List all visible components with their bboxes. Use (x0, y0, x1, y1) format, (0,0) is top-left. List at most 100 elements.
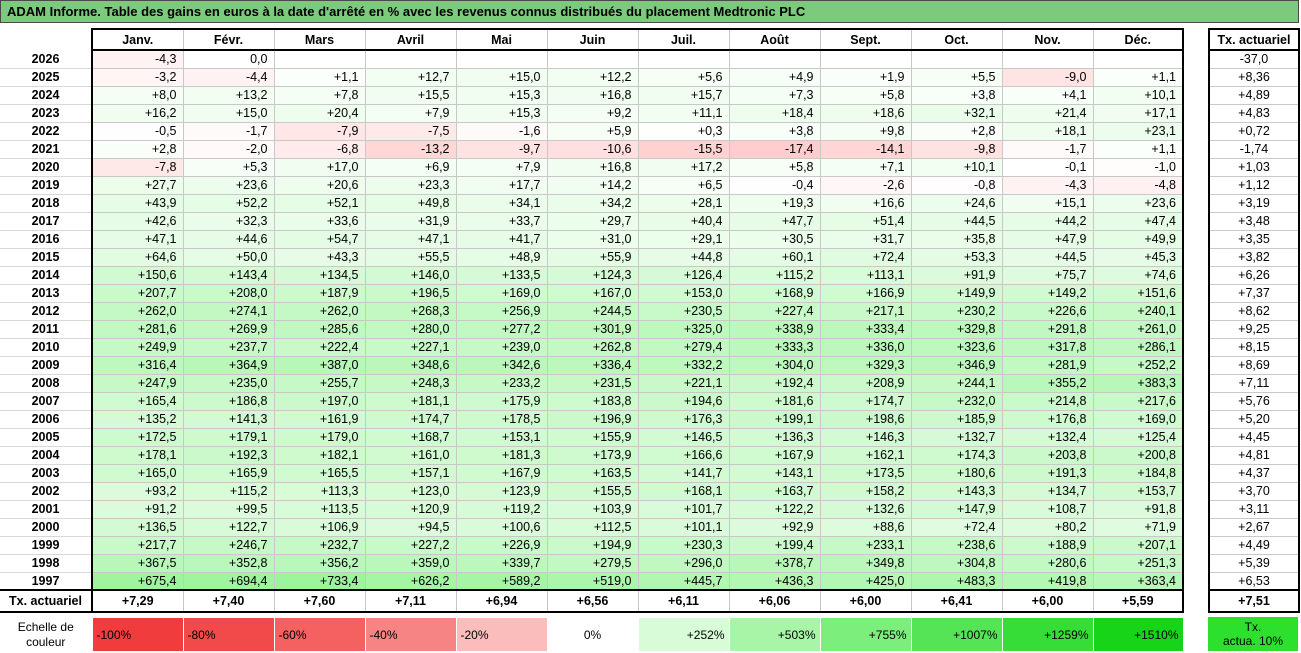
gain-cell: -14,1 (820, 140, 912, 159)
gain-cell: +101,1 (638, 518, 730, 537)
gain-cell: +291,8 (1002, 320, 1094, 339)
table-row: 2017 +42,6 +32,3 +33,6 +31,9 +33,7 +29,7 +40,4 +… (0, 212, 1184, 231)
actuarial-rate-cell: +7,37 (1208, 284, 1300, 303)
gain-cell: +49,8 (365, 194, 457, 213)
gain-cell: +44,5 (1002, 248, 1094, 267)
gain-cell: +14,2 (547, 176, 639, 195)
gain-cell: +162,1 (820, 446, 912, 465)
gain-cell: +262,0 (92, 302, 184, 321)
gain-cell: -4,3 (92, 50, 184, 69)
gain-cell: +136,3 (729, 428, 821, 447)
gain-cell: +352,8 (183, 554, 275, 573)
gain-cell: +72,4 (911, 518, 1003, 537)
actuarial-rate-cell: +3,11 (1208, 500, 1300, 519)
gain-cell: -17,4 (729, 140, 821, 159)
actuarial-rate-cell: +4,89 (1208, 86, 1300, 105)
gain-cell: -1,7 (183, 122, 275, 141)
gain-cell: +155,9 (547, 428, 639, 447)
table-row: 1998 +367,5 +352,8 +356,2 +359,0 +339,7 +279,5… (0, 554, 1184, 573)
gain-cell: +175,9 (456, 392, 548, 411)
gain-cell: +161,9 (274, 410, 366, 429)
gain-cell: +126,4 (638, 266, 730, 285)
gain-cell: +675,4 (92, 572, 184, 591)
month-header: Sept. (820, 28, 912, 51)
footer-rate-cell: +7,29 (92, 589, 184, 613)
gain-cell: +47,1 (92, 230, 184, 249)
gain-cell: +346,9 (911, 356, 1003, 375)
actuarial-rate-cell: +6,26 (1208, 266, 1300, 285)
gain-cell: +194,9 (547, 536, 639, 555)
gain-cell: +134,5 (274, 266, 366, 285)
gain-cell: +161,0 (365, 446, 457, 465)
gain-cell: +165,9 (183, 464, 275, 483)
year-label: 2017 (0, 212, 93, 231)
gain-cell: +146,3 (820, 428, 912, 447)
gain-cell: +112,5 (547, 518, 639, 537)
gain-cell: +53,3 (911, 248, 1003, 267)
gain-cell: +329,3 (820, 356, 912, 375)
gain-cell: -0,5 (92, 122, 184, 141)
gain-cell: +227,1 (365, 338, 457, 357)
gain-cell: +367,5 (92, 554, 184, 573)
gain-cell: +13,2 (183, 86, 275, 105)
gain-cell: +436,3 (729, 572, 821, 591)
gain-cell: +221,1 (638, 374, 730, 393)
gain-cell: +153,7 (1093, 482, 1184, 501)
month-header: Juin (547, 28, 639, 51)
gain-cell: +157,1 (365, 464, 457, 483)
scale-swatch: +1510% (1092, 617, 1184, 652)
gain-cell: +249,9 (92, 338, 184, 357)
gain-cell: +23,1 (1093, 122, 1184, 141)
gain-cell: +15,3 (456, 104, 548, 123)
gain-cell: +17,1 (1093, 104, 1184, 123)
year-label: 2010 (0, 338, 93, 357)
actuarial-rate-cell: +3,48 (1208, 212, 1300, 231)
side-scale-cell: Tx. actua. 10% (1208, 617, 1298, 651)
gain-cell: +40,4 (638, 212, 730, 231)
gain-cell: +132,6 (820, 500, 912, 519)
actuarial-rate-cell: +2,67 (1208, 518, 1300, 537)
gain-cell: +359,0 (365, 554, 457, 573)
gain-cell: +165,5 (274, 464, 366, 483)
gain-cell: +31,7 (820, 230, 912, 249)
gain-cell (911, 50, 1003, 69)
table-row: 2000 +136,5 +122,7 +106,9 +94,5 +100,6 +112,5 +… (0, 518, 1184, 537)
gain-cell: +17,7 (456, 176, 548, 195)
scale-swatch: -100% (91, 617, 184, 652)
gain-cell: +149,2 (1002, 284, 1094, 303)
gain-cell: +178,5 (456, 410, 548, 429)
gain-cell: +146,0 (365, 266, 457, 285)
gain-cell: +48,9 (456, 248, 548, 267)
actuarial-rate-cell: -37,0 (1208, 50, 1300, 69)
year-label: 1998 (0, 554, 93, 573)
table-row: 2004 +178,1 +192,3 +182,1 +161,0 +181,3 +173,9… (0, 446, 1184, 465)
gain-cell: +348,6 (365, 356, 457, 375)
table-row: 1997 +675,4 +694,4 +733,4 +626,2 +589,2 +519,0… (0, 572, 1184, 591)
gain-cell: +279,5 (547, 554, 639, 573)
gain-cell: +15,0 (456, 68, 548, 87)
month-header: Juil. (638, 28, 730, 51)
actuarial-rate-cell: +8,36 (1208, 68, 1300, 87)
gain-cell: +329,8 (911, 320, 1003, 339)
year-label: 2012 (0, 302, 93, 321)
gain-cell (456, 50, 548, 69)
actuarial-rate-cell: +1,12 (1208, 176, 1300, 195)
gain-cell: +425,0 (820, 572, 912, 591)
gain-cell: +6,9 (365, 158, 457, 177)
gain-cell: +5,6 (638, 68, 730, 87)
year-label: 2021 (0, 140, 93, 159)
gain-cell: +519,0 (547, 572, 639, 591)
gain-cell: +135,2 (92, 410, 184, 429)
gain-cell: +52,1 (274, 194, 366, 213)
gain-cell: +74,6 (1093, 266, 1184, 285)
gain-cell: +168,1 (638, 482, 730, 501)
gain-cell: +11,1 (638, 104, 730, 123)
gain-cell: +125,4 (1093, 428, 1184, 447)
gain-cell: +317,8 (1002, 338, 1094, 357)
gain-cell: +342,6 (456, 356, 548, 375)
gain-cell: +163,7 (729, 482, 821, 501)
actuarial-rate-cell: +5,39 (1208, 554, 1300, 573)
gains-table: Janv. Févr. Mars Avril Mai Juin Juil. Août Sept.… (0, 28, 1184, 613)
year-label: 2013 (0, 284, 93, 303)
gain-cell: +106,9 (274, 518, 366, 537)
